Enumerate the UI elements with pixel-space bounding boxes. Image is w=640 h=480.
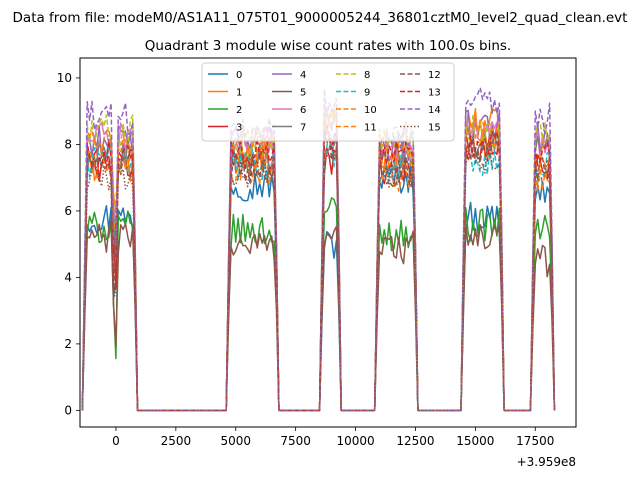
y-tick-label: 2 <box>64 337 72 351</box>
series-line-14 <box>81 86 556 412</box>
legend-label-13: 13 <box>428 88 441 99</box>
series-line-15 <box>81 142 556 412</box>
legend-label-3: 3 <box>236 123 242 134</box>
series-line-0 <box>81 162 556 412</box>
x-tick-label: 0 <box>112 434 120 448</box>
series-line-13 <box>81 125 556 412</box>
y-tick-label: 8 <box>64 137 72 151</box>
y-tick-label: 4 <box>64 270 72 284</box>
series-line-9 <box>81 133 556 412</box>
chart-title: Quadrant 3 module wise count rates with … <box>145 38 511 54</box>
legend-label-10: 10 <box>364 105 377 116</box>
x-tick-label: 2500 <box>161 434 192 448</box>
y-tick-label: 6 <box>64 204 72 218</box>
legend-label-0: 0 <box>236 70 242 81</box>
legend-label-8: 8 <box>364 70 370 81</box>
legend-label-11: 11 <box>364 123 377 134</box>
legend-label-1: 1 <box>236 88 242 99</box>
legend-label-12: 12 <box>428 70 441 81</box>
x-tick-label: 12500 <box>396 434 434 448</box>
legend-label-5: 5 <box>300 88 306 99</box>
x-axis: 0 2500 5000 7500 10000 12500 15000 17500 <box>112 427 554 448</box>
x-tick-label: 7500 <box>280 434 311 448</box>
x-offset-label: +3.959e8 <box>517 455 576 469</box>
legend-label-4: 4 <box>300 70 306 81</box>
figure-suptitle: Data from file: modeM0/AS1A11_075T01_900… <box>13 10 628 26</box>
series-line-2 <box>81 197 556 412</box>
legend-label-2: 2 <box>236 105 242 116</box>
legend-frame <box>201 62 455 142</box>
x-tick-label: 15000 <box>456 434 494 448</box>
x-tick-label: 17500 <box>516 434 554 448</box>
y-axis: 0 2 4 6 8 10 <box>57 71 80 417</box>
legend-label-7: 7 <box>300 123 306 134</box>
axes-spines <box>79 57 577 428</box>
x-tick-label: 10000 <box>336 434 374 448</box>
y-tick-label: 0 <box>64 403 72 417</box>
legend-label-9: 9 <box>364 88 370 99</box>
series-line-5 <box>81 220 556 412</box>
legend-label-6: 6 <box>300 105 306 116</box>
legend-label-14: 14 <box>428 105 441 116</box>
legend-label-15: 15 <box>428 123 441 134</box>
x-tick-label: 5000 <box>220 434 251 448</box>
y-tick-label: 10 <box>57 71 72 85</box>
